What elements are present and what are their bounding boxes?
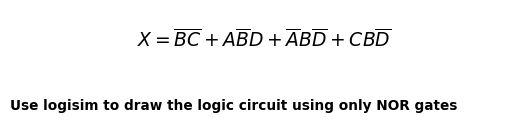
Text: $\mathit{X} = \overline{\mathit{BC}} + \mathit{A}\overline{\mathit{B}}\mathit{D}: $\mathit{X} = \overline{\mathit{BC}} + \… <box>137 29 391 51</box>
Text: Use logisim to draw the logic circuit using only NOR gates: Use logisim to draw the logic circuit us… <box>10 99 457 113</box>
